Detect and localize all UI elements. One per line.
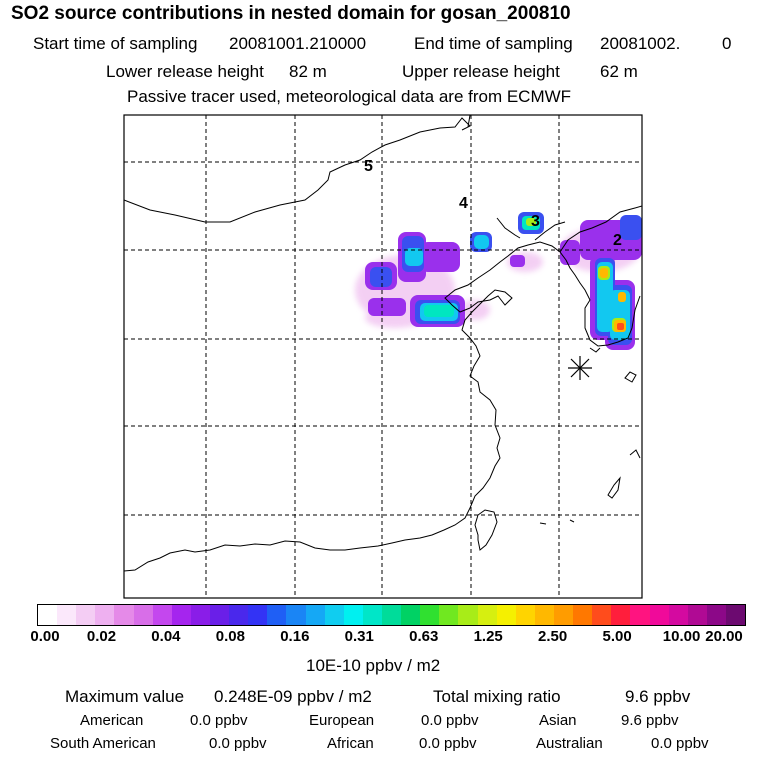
region-american-value: 0.0 ppbv [190,712,248,729]
colorbar-tick-label: 0.04 [151,628,181,645]
colorbar-swatch [477,605,497,625]
colorbar-swatch [229,605,249,625]
colorbar-swatch [725,605,746,625]
colorbar [37,604,746,626]
region-european-label: European [309,712,375,729]
coastline [124,115,642,572]
colorbar-swatch [267,605,287,625]
end-time-extra: 0 [722,34,732,53]
colorbar-swatch [57,605,77,625]
colorbar-swatch [573,605,593,625]
colorbar-tick-label: 0.00 [30,628,60,645]
start-time-value: 20081001.210000 [229,34,367,53]
region-asian-label: Asian [539,712,577,729]
colorbar-swatch [534,605,554,625]
max-value-label: Maximum value [65,687,185,706]
tracer-note: Passive tracer used, meteorological data… [127,87,572,106]
max-value: 0.248E-09 ppbv / m2 [214,687,372,706]
region-australian-label: Australian [536,735,603,752]
colorbar-swatch [439,605,459,625]
region-african-label: African [327,735,374,752]
receptor-star-icon [568,356,592,380]
colorbar-swatch [401,605,421,625]
end-time-label: End time of sampling [414,34,573,53]
end-time-value: 20081002. [600,34,681,53]
colorbar-unit: 10E-10 ppbv / m2 [306,656,441,675]
colorbar-swatch [171,605,191,625]
total-mixing-value: 9.6 ppbv [625,687,691,706]
colorbar-swatch [687,605,707,625]
region-asian-value: 9.6 ppbv [621,712,679,729]
plot-title: SO2 source contributions in nested domai… [11,3,571,24]
colorbar-tick-label: 0.63 [409,628,439,645]
colorbar-swatch [649,605,669,625]
colorbar-swatch [420,605,440,625]
colorbar-tick-label: 0.02 [86,628,117,645]
colorbar-swatch [209,605,230,625]
day-label-5: 5 [364,158,373,175]
colorbar-swatch [496,605,516,625]
colorbar-tick-label: 0.31 [344,628,374,645]
concentration-plume [355,212,642,350]
colorbar-swatch [458,605,478,625]
colorbar-swatch [114,605,134,625]
colorbar-swatch [305,605,325,625]
colorbar-swatch [76,605,96,625]
colorbar-tick-label: 20.00 [705,628,743,645]
lower-release-value: 82 m [289,62,327,81]
colorbar-swatch [324,605,344,625]
map-frame [123,114,643,599]
upper-release-label: Upper release height [402,62,560,81]
upper-release-value: 62 m [600,62,638,81]
colorbar-swatch [706,605,726,625]
start-time-label: Start time of sampling [33,34,198,53]
colorbar-swatch [630,605,650,625]
colorbar-swatch [152,605,172,625]
region-european-value: 0.0 ppbv [421,712,479,729]
colorbar-swatch [248,605,268,625]
region-south-american-label: South American [50,735,156,752]
region-south-american-value: 0.0 ppbv [209,735,267,752]
total-mixing-label: Total mixing ratio [433,687,561,706]
day-label-3: 3 [531,213,540,230]
region-american-label: American [80,712,144,729]
colorbar-tick-label: 0.08 [215,628,245,645]
colorbar-swatch [362,605,382,625]
colorbar-swatch [343,605,363,625]
colorbar-swatch [38,605,58,625]
region-australian-value: 0.0 ppbv [651,735,709,752]
colorbar-swatch [668,605,688,625]
colorbar-tick-label: 5.00 [602,628,632,645]
colorbar-swatch [95,605,115,625]
colorbar-swatch [286,605,306,625]
colorbar-tick-label: 0.16 [280,628,310,645]
colorbar-tick-label: 1.25 [473,628,503,645]
lower-release-label: Lower release height [106,62,264,81]
colorbar-swatch [553,605,574,625]
region-african-value: 0.0 ppbv [419,735,477,752]
colorbar-swatch [381,605,402,625]
lat-lon-grid [124,115,642,598]
day-label-4: 4 [459,195,468,212]
day-label-2: 2 [613,232,622,249]
colorbar-swatch [515,605,535,625]
colorbar-swatch [133,605,153,625]
colorbar-swatch [611,605,631,625]
colorbar-swatch [190,605,210,625]
colorbar-swatch [592,605,612,625]
colorbar-tick-label: 2.50 [538,628,568,645]
colorbar-tick-label: 10.00 [662,628,701,645]
